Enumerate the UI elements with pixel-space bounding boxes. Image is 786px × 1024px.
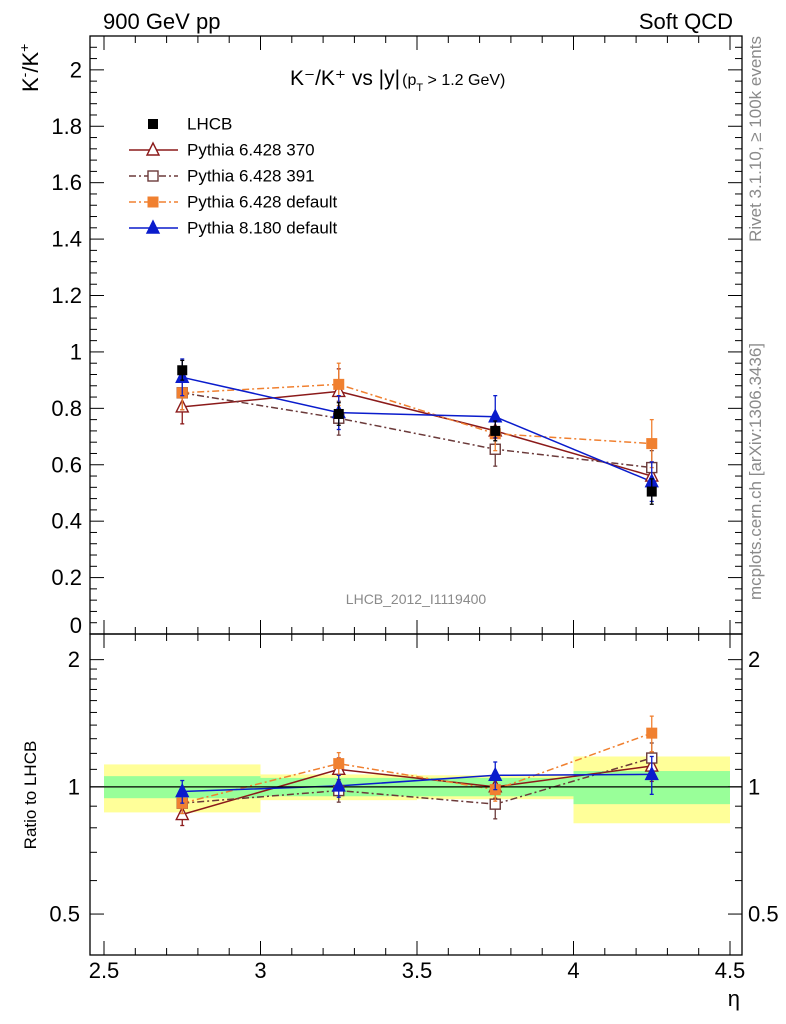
y-tick-label: 1.2 xyxy=(51,283,82,308)
legend-marker xyxy=(147,170,159,182)
data-point xyxy=(177,365,188,376)
ratio-point xyxy=(644,765,659,781)
y-tick-label: 0.2 xyxy=(51,565,82,590)
series-point xyxy=(333,378,345,390)
legend-marker xyxy=(147,196,159,208)
ratio-tick-label-right: 2 xyxy=(748,647,760,672)
ratio-series-line-4 xyxy=(182,773,652,793)
analysis-watermark: LHCB_2012_I1119400 xyxy=(346,591,487,607)
y-tick-label: 0.8 xyxy=(51,396,82,421)
legend-marker-lhcb xyxy=(148,119,158,129)
x-tick-label: 3.5 xyxy=(402,958,433,983)
ratio-point xyxy=(646,727,658,739)
legend-label-lhcb: LHCB xyxy=(187,115,232,134)
y-tick-label: 1 xyxy=(70,339,82,364)
data-point xyxy=(490,425,501,436)
x-tick-label: 4.5 xyxy=(715,958,746,983)
ratio-point xyxy=(333,758,345,770)
y-tick-label-zero: 0 xyxy=(70,613,82,638)
series-line-1 xyxy=(182,390,652,477)
legend-marker xyxy=(145,219,161,234)
rivet-version-label: Rivet 3.1.10, ≥ 100k events xyxy=(746,36,765,242)
y-axis-title: K-/K+ xyxy=(16,44,43,92)
ratio-point xyxy=(488,766,503,781)
y-tick-label: 0.6 xyxy=(51,452,82,477)
data-point xyxy=(333,408,344,419)
series-line-2 xyxy=(182,392,652,469)
ratio-tick-label: 1 xyxy=(68,774,80,799)
ratio-uncertainty-bands xyxy=(104,756,730,824)
legend-label: Pythia 6.428 370 xyxy=(187,141,315,160)
ratio-series-line-3 xyxy=(182,732,653,804)
y-tick-label: 1.8 xyxy=(51,114,82,139)
mcplots-label: mcplots.cern.ch [arXiv:1306.3436] xyxy=(746,343,765,600)
series-line-4 xyxy=(182,376,653,483)
plot-title: K⁻/K⁺ vs |y| (pT > 1.2 GeV) xyxy=(290,67,505,94)
legend-marker xyxy=(145,141,161,156)
legend-label: Pythia 8.180 default xyxy=(187,219,338,238)
y-tick-label: 2 xyxy=(70,57,82,82)
axes: 0.2 0.4 0.6 0.8 1 1.2 1.4 1.6 1.8 2 0 2.5 3 3.5 4 4.5 0.… xyxy=(49,35,779,983)
series-lines xyxy=(90,376,742,816)
ratio-tick-label-right: 0.5 xyxy=(748,902,779,927)
header-left-label: 900 GeV pp xyxy=(103,9,220,34)
y-tick-label: 0.4 xyxy=(51,509,82,534)
x-tick-label: 3 xyxy=(254,958,266,983)
y-tick-label: 1.6 xyxy=(51,170,82,195)
data-point xyxy=(646,486,657,497)
legend-label: Pythia 6.428 default xyxy=(187,193,338,212)
ratio-series-line-2 xyxy=(182,757,652,805)
series-point xyxy=(646,438,658,450)
series-markers xyxy=(175,358,659,827)
header-right-label: Soft QCD xyxy=(639,9,733,34)
series-line-3 xyxy=(182,383,652,445)
legend: LHCB Pythia 6.428 370 Pythia 6.428 391 Pyth… xyxy=(129,115,338,238)
ratio-y-axis-title: Ratio to LHCB xyxy=(21,741,40,850)
ratio-point xyxy=(175,782,190,798)
ratio-plot-frame xyxy=(89,633,743,956)
y-tick-label: 1.4 xyxy=(51,227,82,252)
ratio-point xyxy=(331,777,346,792)
ratio-tick-label: 2 xyxy=(68,647,80,672)
ratio-tick-label-right: 1 xyxy=(748,774,760,799)
series-point xyxy=(488,408,503,423)
x-axis-title: η xyxy=(728,986,740,1011)
legend-label: Pythia 6.428 391 xyxy=(187,167,315,186)
x-tick-label: 2.5 xyxy=(89,958,120,983)
ratio-tick-label: 0.5 xyxy=(49,902,80,927)
x-tick-label: 4 xyxy=(567,958,579,983)
ratio-series-line-1 xyxy=(182,765,652,816)
